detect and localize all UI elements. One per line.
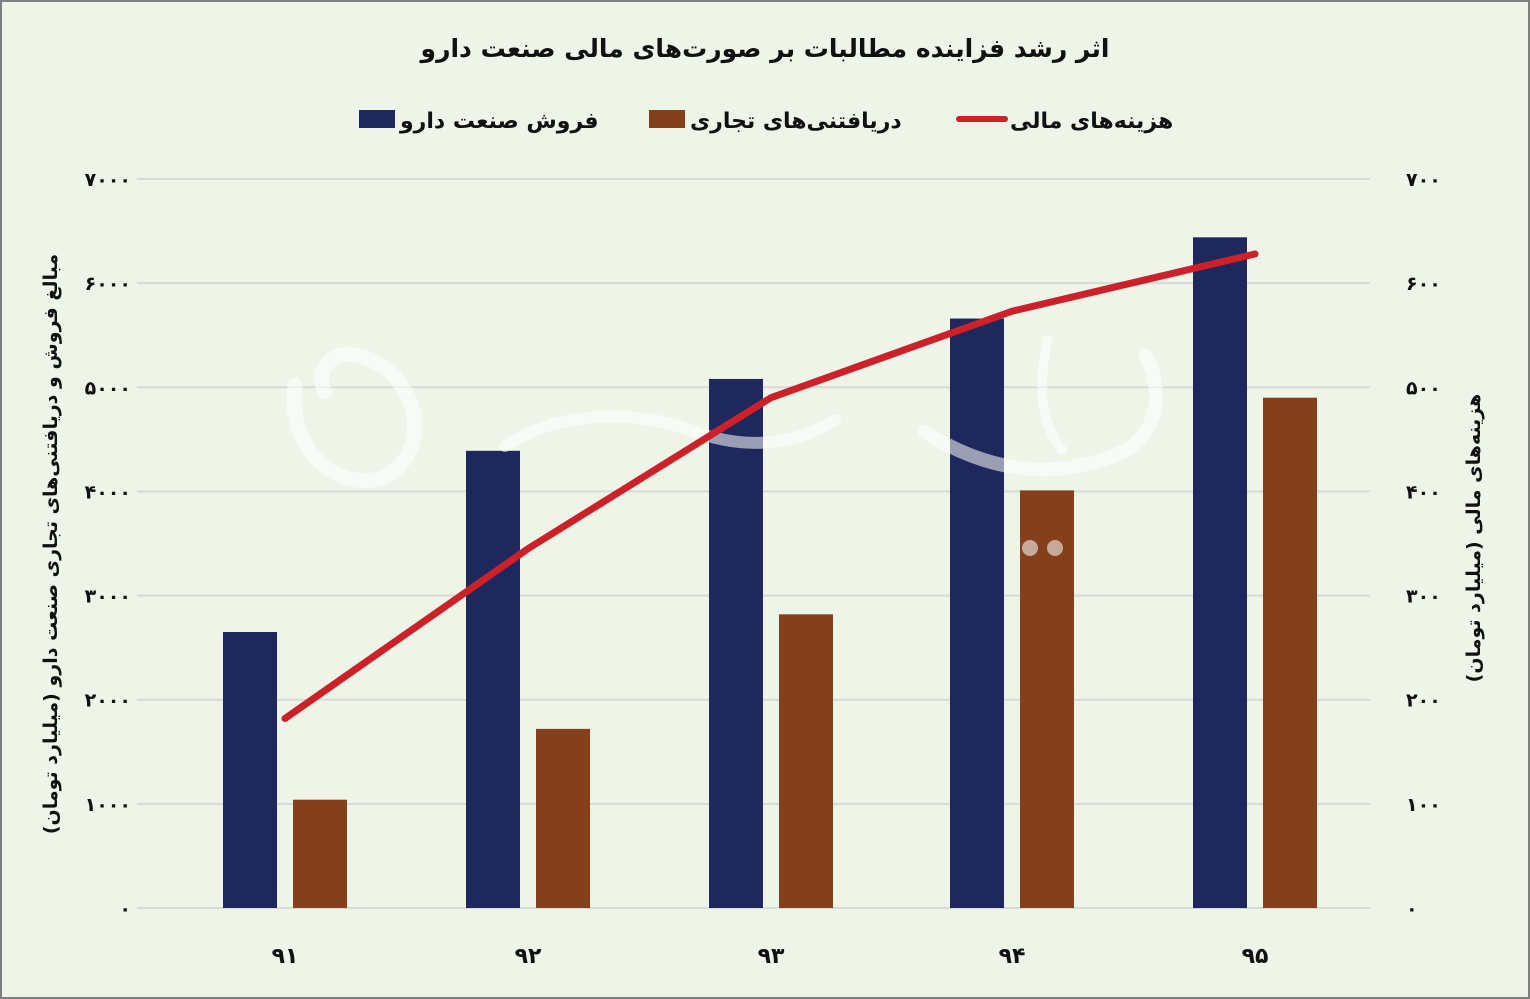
watermark-stroke — [286, 346, 423, 489]
x-axis-label: ۹۲ — [515, 944, 542, 969]
sales-bar — [1193, 237, 1247, 908]
right-axis-tick-label: ۴۰۰ — [1406, 481, 1441, 503]
right-axis-tick-label: ۷۰۰ — [1406, 169, 1441, 191]
legend-label-sales: فروش صنعت دارو — [399, 109, 599, 134]
x-axis-label: ۹۳ — [758, 944, 785, 969]
finance-line-layer — [281, 250, 1259, 722]
right-axis-title: هزینه‌های مالی (میلیارد تومان) — [1463, 394, 1485, 683]
left-axis-tick-label: ۷۰۰۰ — [85, 169, 131, 191]
left-axis-tick-label: ۴۰۰۰ — [85, 481, 131, 503]
left-axis-tick-label: ۱۰۰۰ — [85, 794, 131, 816]
receivables-bar — [536, 728, 590, 908]
right-axis-tick-label: ۰ — [1406, 898, 1418, 920]
chart-title: اثر رشد فزاینده مطالبات بر صورت‌های مالی… — [419, 34, 1110, 64]
legend-label-receivables: دریافتنی‌های تجاری — [690, 109, 902, 134]
watermark-stroke — [1036, 335, 1067, 455]
left-axis-ticks: ۰ ۱۰۰۰ ۲۰۰۰ ۳۰۰۰ ۴۰۰۰ ۵۰۰۰ ۶۰۰۰ ۷۰۰۰ — [85, 169, 131, 920]
legend-swatch-receivables — [649, 110, 685, 128]
sales-bar — [223, 632, 277, 908]
x-axis-labels: ۹۱ ۹۲ ۹۳ ۹۴ ۹۵ — [272, 944, 1269, 969]
right-axis-tick-label: ۳۰۰ — [1406, 586, 1441, 608]
watermark-stroke — [499, 410, 841, 452]
left-axis-tick-label: ۵۰۰۰ — [85, 377, 131, 399]
watermark — [286, 335, 1164, 556]
right-axis-tick-label: ۲۰۰ — [1406, 690, 1441, 712]
receivables-bar — [779, 614, 833, 908]
right-axis-ticks: ۰ ۱۰۰ ۲۰۰ ۳۰۰ ۴۰۰ ۵۰۰ ۶۰۰ ۷۰۰ — [1406, 169, 1441, 920]
x-axis-label: ۹۱ — [272, 944, 299, 969]
left-axis-tick-label: ۰ — [119, 898, 131, 920]
sales-bar — [709, 378, 763, 908]
right-axis-tick-label: ۵۰۰ — [1406, 377, 1441, 399]
receivables-bar — [1263, 397, 1317, 908]
legend-label-finance: هزینه‌های مالی — [1010, 109, 1173, 134]
watermark-stroke — [918, 349, 1164, 477]
right-axis-tick-label: ۱۰۰ — [1406, 794, 1441, 816]
right-axis-tick-label: ۶۰۰ — [1406, 273, 1441, 295]
x-axis-label: ۹۴ — [999, 944, 1026, 969]
sales-bar — [950, 318, 1004, 909]
left-axis-tick-label: ۳۰۰۰ — [85, 586, 131, 608]
left-axis-title: مبالغ فروش و دریافتنی‌های تجاری صنعت دار… — [40, 254, 62, 834]
legend: فروش صنعت دارو دریافتنی‌های تجاری هزینه‌… — [359, 109, 1173, 134]
x-axis-label: ۹۵ — [1242, 944, 1269, 969]
receivables-bar — [1020, 490, 1074, 908]
left-axis-tick-label: ۲۰۰۰ — [85, 690, 131, 712]
watermark-dot — [1022, 540, 1038, 556]
legend-swatch-sales — [359, 110, 395, 128]
sales-bar — [466, 450, 520, 908]
left-axis-tick-label: ۶۰۰۰ — [85, 273, 131, 295]
finance-line — [281, 250, 1259, 722]
receivables-bar — [293, 799, 347, 908]
bars — [223, 237, 1317, 909]
watermark-dot — [1047, 540, 1063, 556]
